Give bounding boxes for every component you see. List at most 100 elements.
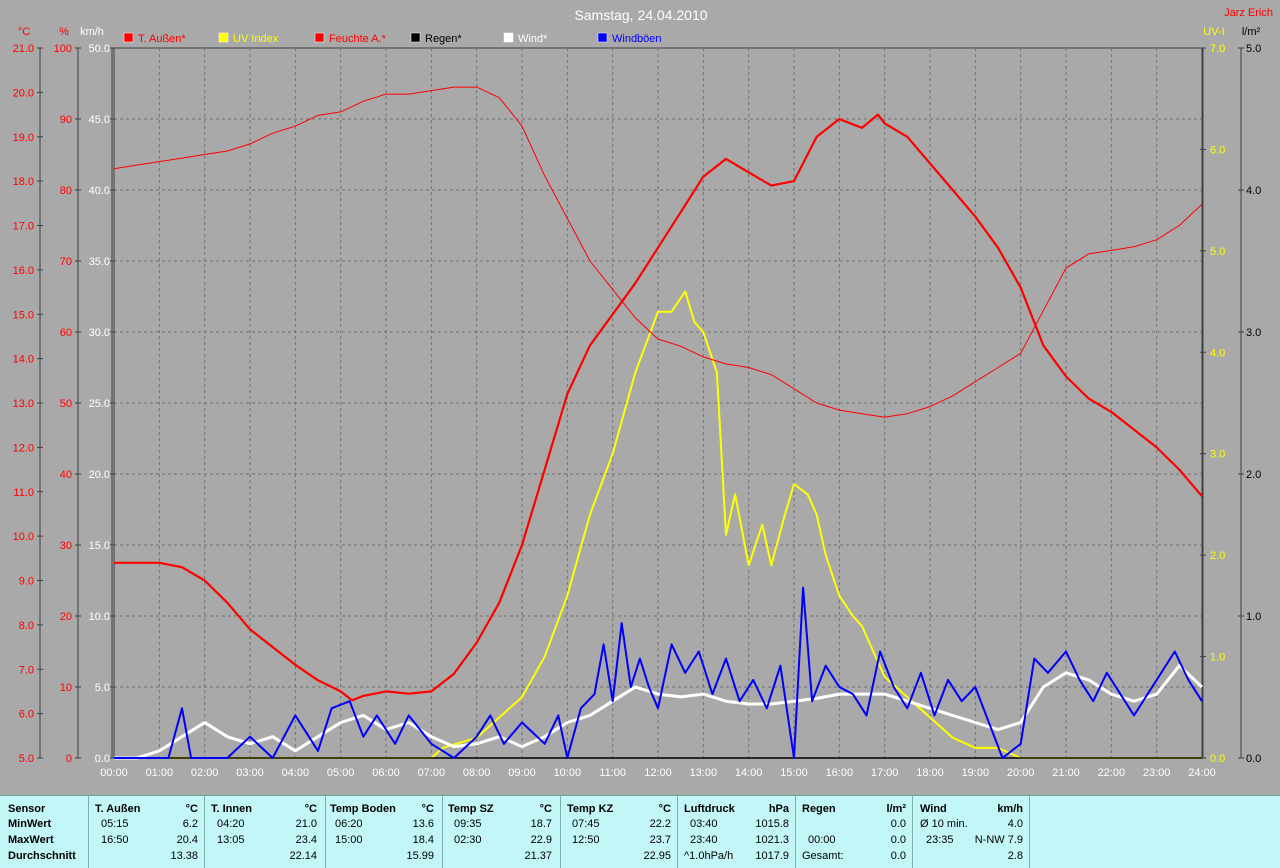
x-tick-label: 10:00 — [554, 767, 582, 779]
luftdruck-header: Luftdruck — [684, 803, 735, 815]
rain-tick-label: 3.0 — [1246, 327, 1261, 339]
temp-tick-label: 21.0 — [13, 43, 34, 55]
stats-temp-kz: Temp KZ °C 07:45 22.2 12:50 23.7 22.95 — [561, 796, 678, 868]
legend-swatch — [218, 32, 229, 43]
t-innen-max-val: 23.4 — [295, 834, 317, 846]
wind-tick-label: 5.0 — [95, 682, 110, 694]
temp-boden-min-time: 06:20 — [335, 818, 363, 830]
temp-boden-unit: °C — [421, 803, 434, 815]
uv-unit-label: UV-I — [1203, 26, 1224, 38]
humidity-unit-label: % — [59, 26, 69, 38]
wind-unit: km/h — [997, 803, 1023, 815]
weather-chart: Samstag, 24.04.2010 Jarz Erich 00:00 01:0… — [13, 7, 1273, 779]
x-tick-label: 13:00 — [690, 767, 718, 779]
x-tick-label: 18:00 — [916, 767, 944, 779]
luftdruck-max-time: 23:40 — [690, 834, 718, 846]
temp-tick-label: 13.0 — [13, 398, 34, 410]
legend-label: T. Außen* — [138, 33, 186, 45]
stats-temp-sz: Temp SZ °C 09:35 18.7 02:30 22.9 21.37 — [443, 796, 561, 868]
temp-kz-avg: 22.95 — [643, 850, 671, 862]
legend-swatch — [410, 32, 421, 43]
x-tick-label: 16:00 — [826, 767, 854, 779]
wind-tick-label: 10.0 — [89, 611, 110, 623]
humidity-tick-label: 20 — [60, 611, 72, 623]
temp-tick-label: 11.0 — [13, 487, 34, 499]
wind-tick-label: 25.0 — [89, 398, 110, 410]
legend: T. Außen* UV Index Feuchte A.* Regen* Wind* W… — [123, 32, 662, 45]
temp-sz-min-val: 18.7 — [530, 818, 552, 830]
x-tick-label: 11:00 — [599, 767, 626, 779]
temp-boden-max-val: 18.4 — [412, 834, 434, 846]
sensor-header: Sensor — [8, 803, 46, 815]
temp-kz-min-time: 07:45 — [572, 818, 600, 830]
wind-tick-label: 0.0 — [95, 753, 110, 765]
temp-tick-label: 14.0 — [13, 354, 34, 366]
x-tick-label: 12:00 — [644, 767, 672, 779]
x-tick-label: 03:00 — [236, 767, 264, 779]
t-innen-min-val: 21.0 — [295, 818, 317, 830]
uv-tick-label: 2.0 — [1210, 550, 1225, 562]
temp-kz-max-val: 23.7 — [649, 834, 671, 846]
regen-total-label: Gesamt: — [802, 850, 844, 862]
x-tick-label: 00:00 — [100, 767, 128, 779]
temp-tick-label: 7.0 — [19, 664, 34, 676]
temp-boden-max-time: 15:00 — [335, 834, 363, 846]
x-tick-label: 15:00 — [780, 767, 808, 779]
humidity-tick-label: 10 — [60, 682, 72, 694]
t-aussen-unit: °C — [185, 803, 198, 815]
humidity-tick-label: 80 — [60, 185, 72, 197]
temp-boden-avg: 15.99 — [406, 850, 434, 862]
temp-tick-label: 17.0 — [13, 221, 34, 233]
regen-total: 0.0 — [890, 850, 906, 862]
luftdruck-max-val: 1021.3 — [755, 834, 789, 846]
temp-tick-label: 15.0 — [13, 309, 34, 321]
series-lines — [113, 86, 1204, 760]
legend-label: Windböen — [612, 33, 662, 45]
temp-kz-header: Temp KZ — [567, 803, 614, 815]
temp-unit-label: °C — [18, 26, 30, 38]
regen-max-val: 0.0 — [890, 834, 906, 846]
x-tick-label: 02:00 — [191, 767, 219, 779]
x-tick-label: 08:00 — [463, 767, 491, 779]
temp-sz-header: Temp SZ — [448, 803, 494, 815]
humidity-tick-label: 30 — [60, 540, 72, 552]
x-tick-label: 14:00 — [735, 767, 763, 779]
rain-tick-label: 5.0 — [1246, 43, 1261, 55]
temp-tick-label: 8.0 — [19, 620, 34, 632]
temp-sz-avg: 21.37 — [524, 850, 552, 862]
stats-regen: Regen l/m² 0.0 00:00 0.0 Gesamt: 0.0 — [796, 796, 913, 868]
row-label-avg: Durchschnitt — [8, 850, 76, 862]
temp-sz-unit: °C — [539, 803, 552, 815]
uv-tick-label: 3.0 — [1210, 449, 1225, 461]
series-line — [114, 113, 1203, 702]
grid-lines — [113, 47, 1203, 759]
temp-tick-label: 18.0 — [13, 176, 34, 188]
regen-max-time: 00:00 — [808, 834, 836, 846]
x-tick-label: 19:00 — [962, 767, 990, 779]
humidity-tick-label: 50 — [60, 398, 72, 410]
axes: 00:00 01:00 02:00 03:00 04:00 05:00 06:00 07:00… — [13, 26, 1262, 779]
t-aussen-min-time: 05:15 — [101, 818, 129, 830]
temp-tick-label: 12.0 — [13, 442, 34, 454]
wind-avg: 2.8 — [1007, 850, 1023, 862]
temp-kz-unit: °C — [658, 803, 671, 815]
legend-swatch — [314, 32, 325, 43]
x-tick-label: 05:00 — [327, 767, 355, 779]
humidity-tick-label: 0 — [66, 753, 72, 765]
regen-unit: l/m² — [886, 803, 906, 815]
x-tick-label: 04:00 — [282, 767, 310, 779]
x-tick-label: 07:00 — [418, 767, 446, 779]
humidity-tick-label: 60 — [60, 327, 72, 339]
uv-tick-label: 6.0 — [1210, 144, 1225, 156]
series-line — [113, 86, 1203, 418]
stats-t-innen: T. Innen °C 04:20 21.0 13:05 23.4 22.14 — [205, 796, 326, 868]
legend-swatch — [503, 32, 514, 43]
legend-swatch — [597, 32, 608, 43]
wind-avg10-val: 4.0 — [1007, 818, 1023, 830]
humidity-tick-label: 90 — [60, 114, 72, 126]
chart-title: Samstag, 24.04.2010 — [574, 7, 707, 23]
temp-tick-label: 20.0 — [13, 87, 34, 99]
temp-boden-min-val: 13.6 — [412, 818, 434, 830]
row-label-min: MinWert — [8, 818, 52, 830]
t-innen-min-time: 04:20 — [217, 818, 245, 830]
